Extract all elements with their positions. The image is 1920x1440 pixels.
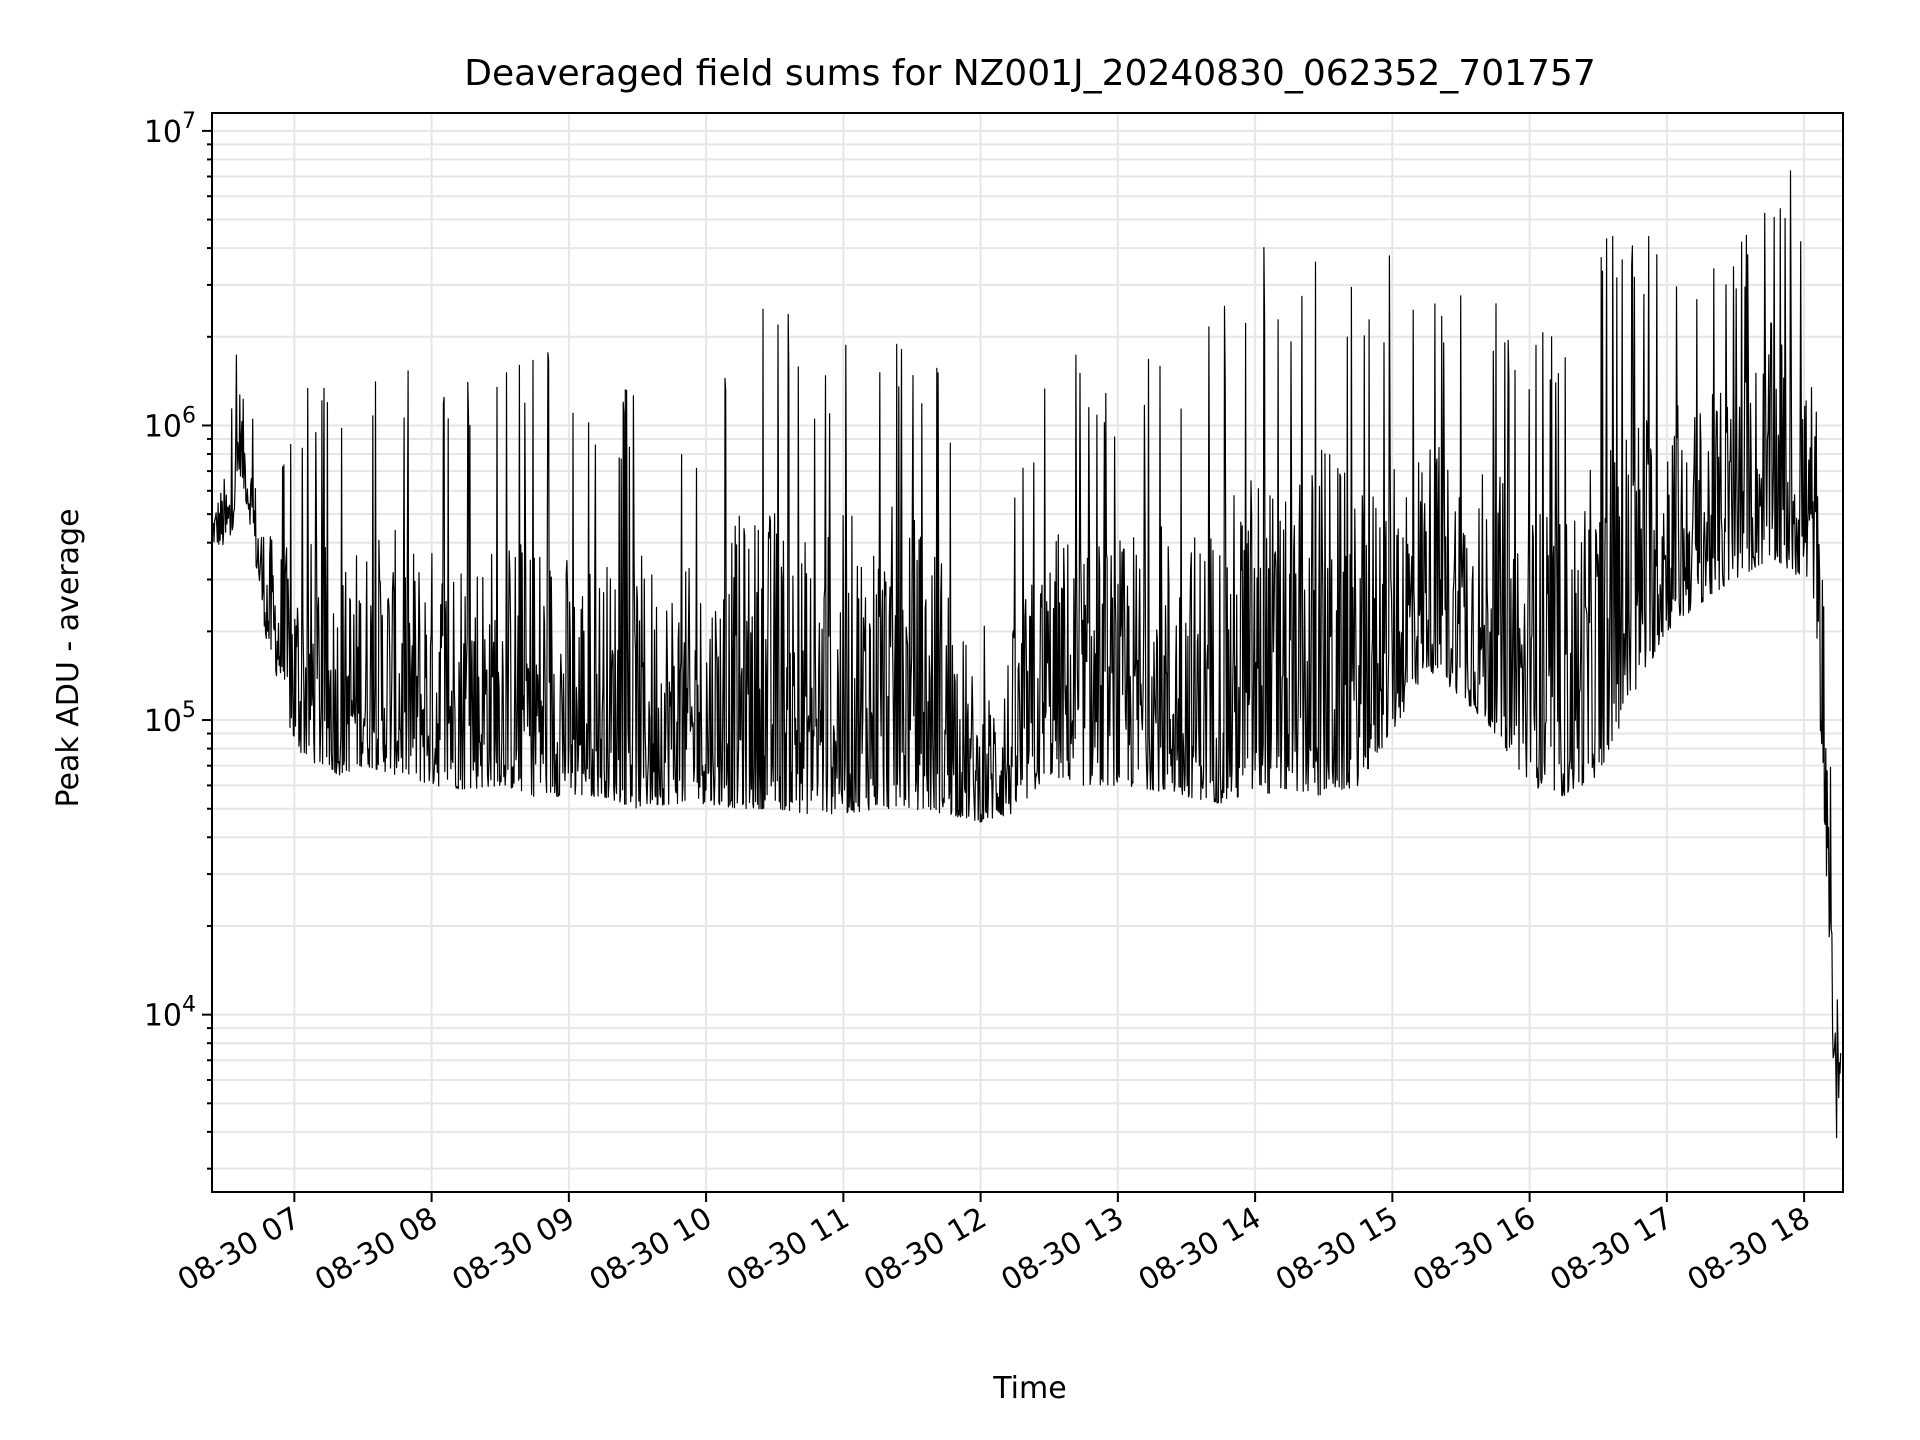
y-tick-label: 105 bbox=[144, 698, 196, 739]
x-tick-label: 08-30 13 bbox=[996, 1201, 1130, 1299]
x-tick-label: 08-30 15 bbox=[1270, 1201, 1404, 1299]
plot-frame bbox=[211, 112, 1844, 1193]
x-axis-label: Time bbox=[992, 1371, 1066, 1406]
y-tick-base: 10 bbox=[144, 999, 182, 1034]
y-tick-exponent: 4 bbox=[182, 993, 196, 1018]
y-tick-base: 10 bbox=[144, 115, 182, 150]
x-tick-label: 08-30 08 bbox=[309, 1201, 443, 1299]
series-layer bbox=[211, 170, 1842, 1139]
series-line bbox=[211, 170, 1842, 1139]
x-tick-label: 08-30 10 bbox=[584, 1201, 718, 1299]
y-tick-exponent: 5 bbox=[182, 698, 196, 723]
y-tick-exponent: 6 bbox=[182, 403, 196, 428]
x-tick-label: 08-30 18 bbox=[1682, 1201, 1816, 1299]
x-tick-label: 08-30 14 bbox=[1133, 1201, 1267, 1299]
x-tick-label: 08-30 11 bbox=[721, 1201, 855, 1299]
y-tick-base: 10 bbox=[144, 409, 182, 444]
x-axis: 08-30 07 08-30 08 08-30 09 08-30 10 08-30 11… bbox=[172, 1192, 1816, 1298]
y-tick-label: 104 bbox=[144, 993, 196, 1034]
chart-title: Deaveraged field sums for NZ001J_2024083… bbox=[464, 53, 1595, 94]
x-tick-label: 08-30 09 bbox=[447, 1201, 581, 1299]
y-tick-exponent: 7 bbox=[182, 109, 196, 134]
y-axis-label: Peak ADU - average bbox=[51, 508, 86, 807]
y-tick-base: 10 bbox=[144, 704, 182, 739]
y-tick-label: 106 bbox=[144, 403, 196, 444]
x-tick-label: 08-30 17 bbox=[1545, 1201, 1679, 1299]
y-tick-label: 107 bbox=[144, 109, 196, 150]
x-tick-label: 08-30 07 bbox=[172, 1201, 306, 1299]
x-tick-label: 08-30 16 bbox=[1407, 1201, 1541, 1299]
x-tick-label: 08-30 12 bbox=[858, 1201, 992, 1299]
